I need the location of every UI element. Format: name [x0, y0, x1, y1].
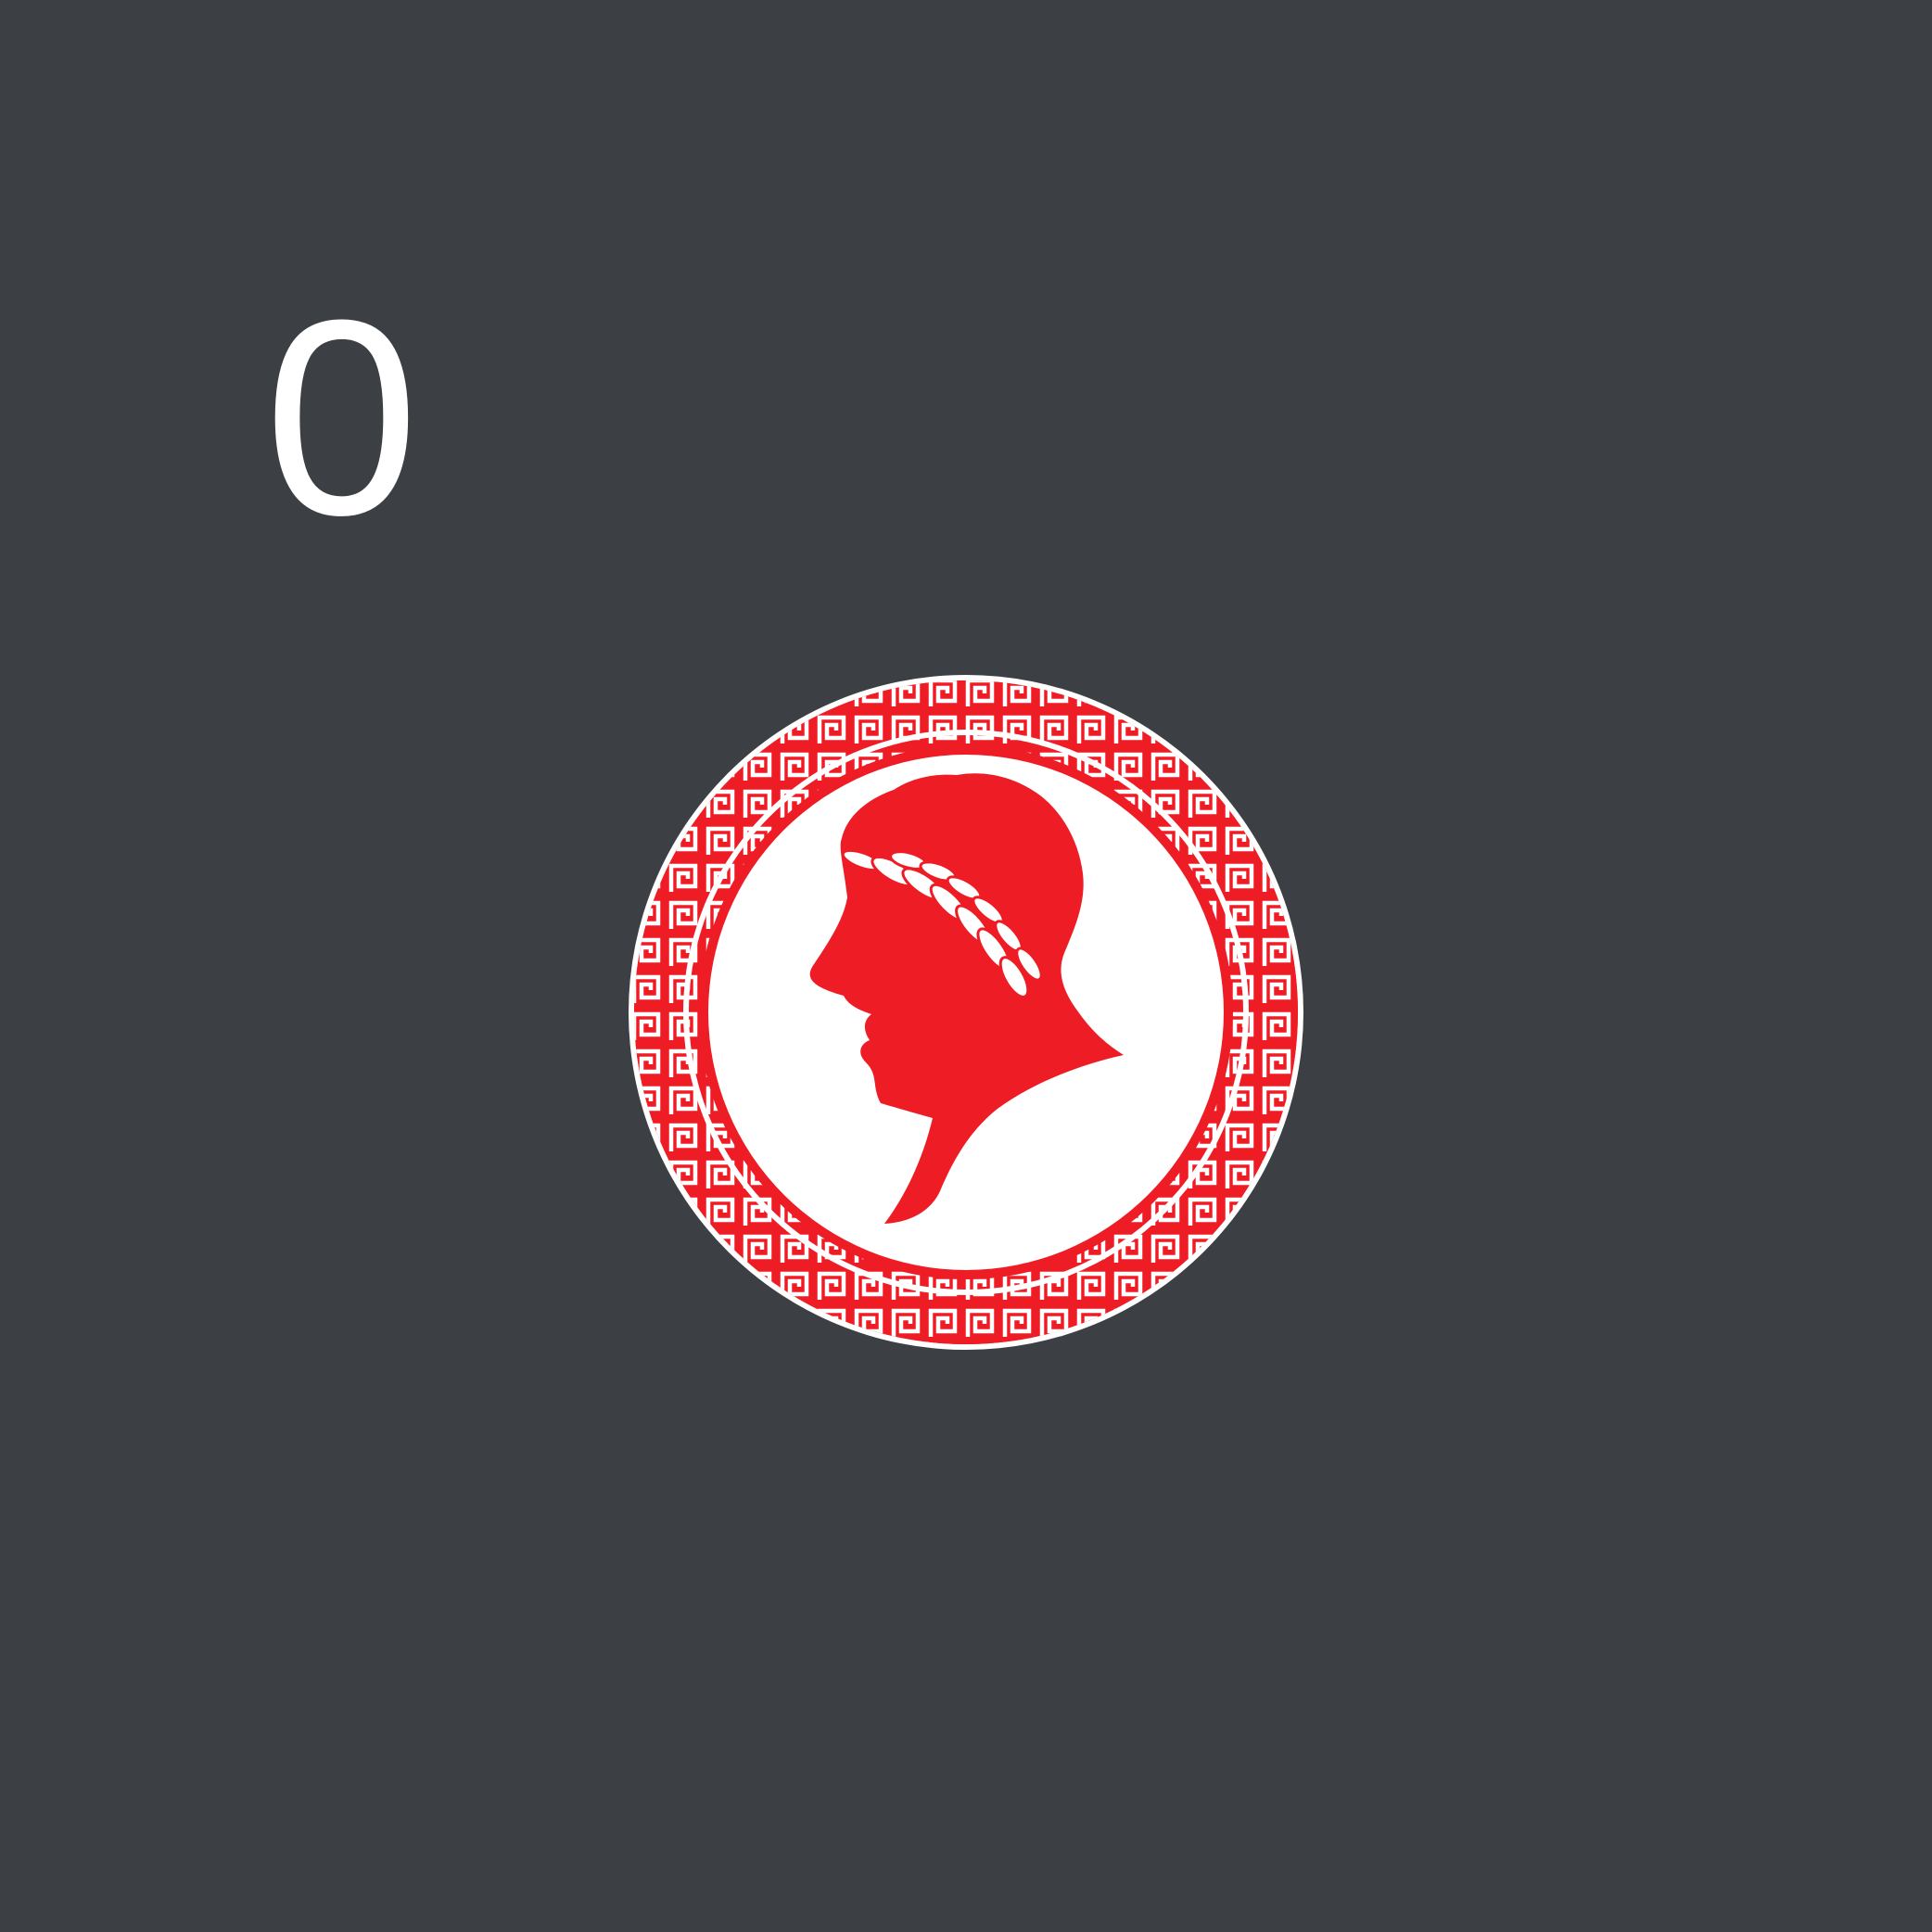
counter-value: 0 — [264, 261, 419, 573]
laurel-profile-medallion-icon[interactable] — [629, 675, 1303, 1350]
